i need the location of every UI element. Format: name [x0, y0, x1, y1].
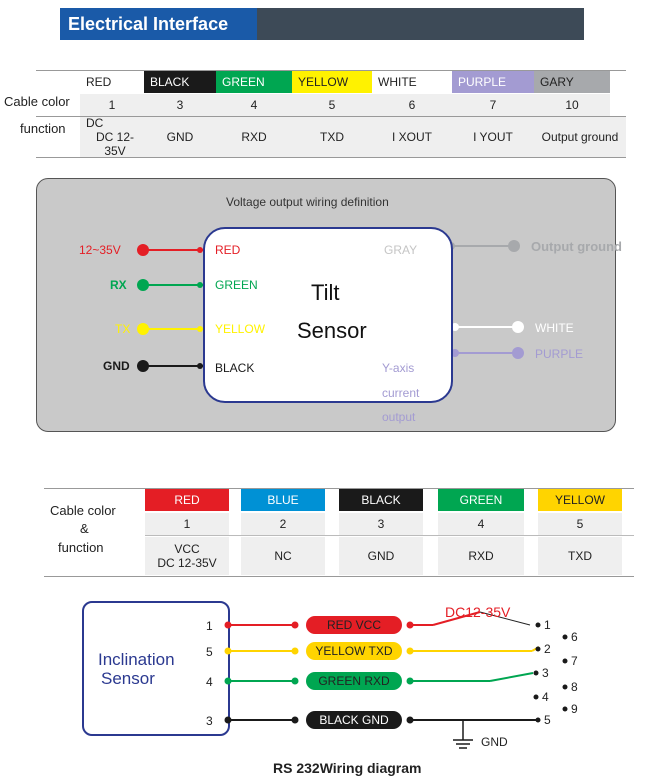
ext-label-gnd: GND: [103, 359, 130, 373]
t2-pin: 2: [241, 513, 325, 535]
db9-pin-9: 9: [571, 702, 578, 716]
row-label-cable-color: Cable color: [4, 94, 70, 109]
t2-pin: 3: [339, 513, 423, 535]
t1-function: I XOUT: [372, 117, 452, 157]
db9-pin-7: 7: [571, 654, 578, 668]
t2-row-label-3: function: [58, 540, 104, 555]
t1-function: GND: [144, 117, 216, 157]
gray-terminal: [508, 240, 520, 252]
yellow-terminal: [137, 323, 149, 335]
db9-pin-4: 4: [542, 690, 549, 704]
t1-color-gary: GARY: [534, 71, 610, 93]
rs232-pin-5: 5: [206, 645, 213, 659]
rs232-pin-4: 4: [206, 675, 213, 689]
inner-label-black: BLACK: [215, 361, 255, 375]
ext-label-rx: RX: [110, 278, 127, 292]
t2-row-label-2: &: [80, 521, 89, 536]
white-terminal: [512, 321, 524, 333]
t2-pin: 5: [538, 513, 622, 535]
t1-pin: 10: [534, 94, 610, 116]
rs232-caption: RS 232Wiring diagram: [273, 760, 422, 776]
db9-pin-2: 2: [544, 642, 551, 656]
x-axis-line1: X-axis: [382, 288, 416, 302]
t2-color-black: BLACK: [339, 489, 423, 511]
t2-function: TXD: [538, 537, 622, 575]
y-axis-line3: output: [382, 410, 416, 424]
t2-function: NC: [241, 537, 325, 575]
x-axis-line2: current: [382, 312, 420, 326]
black-terminal: [137, 360, 149, 372]
t2-color-green: GREEN: [438, 489, 524, 511]
t2-function: RXD: [438, 537, 524, 575]
t1-function: TXD: [292, 117, 372, 157]
t1-pin: 5: [292, 94, 372, 116]
ext-label-tx: TX: [115, 322, 131, 336]
voltage-diagram-title: Voltage output wiring definition: [226, 195, 389, 209]
inclination-sensor-box: [82, 601, 230, 736]
section-title: Electrical Interface: [60, 8, 257, 40]
t2-function: GND: [339, 537, 423, 575]
t1-color-yellow: YELLOW: [292, 71, 372, 93]
row-label-function: function: [20, 121, 66, 136]
t1-color-white: WHITE: [372, 71, 452, 93]
db9-pin-1: 1: [544, 618, 551, 632]
t1-color-green: GREEN: [216, 71, 292, 93]
t2-color-yellow: YELLOW: [538, 489, 622, 511]
sensor-name-line2: Sensor: [297, 318, 367, 343]
x-axis-line3: output: [382, 336, 416, 350]
wire-label-black-gnd: BLACK GND: [319, 713, 389, 727]
y-axis-line1: Y-axis: [382, 361, 415, 375]
t1-pin: 4: [216, 94, 292, 116]
t2-color-red: RED: [145, 489, 229, 511]
t2-color-blue: BLUE: [241, 489, 325, 511]
db9-pin-5: 5: [544, 713, 551, 727]
ext-label-white: WHITE: [535, 321, 574, 335]
inner-label-green: GREEN: [215, 278, 258, 292]
inner-label-gray: GRAY: [384, 243, 418, 257]
rs232-pin-1: 1: [206, 619, 213, 633]
db9-pin-3: 3: [542, 666, 549, 680]
green-terminal: [137, 279, 149, 291]
t1-color-purple: PURPLE: [452, 71, 534, 93]
tilt-sensor-box: [203, 227, 453, 403]
t1-pin: 7: [452, 94, 534, 116]
db9-pin-8: 8: [571, 680, 578, 694]
t2-pin: 4: [438, 513, 524, 535]
wire-label-yellow-txd: YELLOW TXD: [315, 644, 393, 658]
ext-label-output-ground: Output ground: [531, 239, 622, 254]
t2-function-red: VCC DC 12-35V: [145, 537, 229, 575]
ground-label: GND: [481, 735, 508, 749]
purple-terminal: [512, 347, 524, 359]
rs232-sensor-line1: Inclination: [98, 650, 175, 669]
supply-voltage-label: DC12-35V: [445, 604, 511, 620]
t2-pin: 1: [145, 513, 229, 535]
t1-pin: 6: [372, 94, 452, 116]
t1-pin: 1: [80, 94, 144, 116]
inner-label-yellow: YELLOW: [215, 322, 266, 336]
wire-label-green-rxd: GREEN RXD: [318, 674, 390, 688]
ext-label-purple: PURPLE: [535, 347, 584, 361]
t1-function-red: DC DC 12-35V: [80, 116, 144, 158]
inner-label-red: RED: [215, 243, 241, 257]
t1-function: I YOUT: [452, 117, 534, 157]
t1-color-red: RED: [86, 75, 112, 89]
wire-label-red-vcc: RED VCC: [326, 618, 381, 632]
sensor-name-line1: Tilt: [311, 280, 340, 305]
db9-pin-6: 6: [571, 630, 578, 644]
t1-pin: 3: [144, 94, 216, 116]
rs232-pin-3: 3: [206, 714, 213, 728]
y-axis-line2: current: [382, 386, 420, 400]
ext-label-12-35v: 12~35V: [79, 243, 121, 257]
t2-row-label-1: Cable color: [50, 503, 116, 518]
rs232-sensor-line2: Sensor: [101, 669, 155, 688]
t1-function: RXD: [216, 117, 292, 157]
t1-color-black: BLACK: [144, 71, 216, 93]
red-terminal: [137, 244, 149, 256]
t1-function: Output ground: [534, 117, 626, 157]
